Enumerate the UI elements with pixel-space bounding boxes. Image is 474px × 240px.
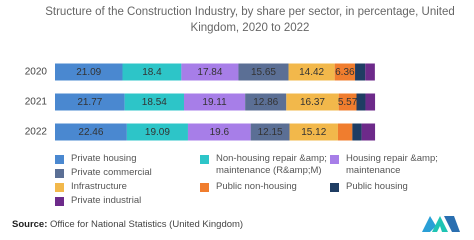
bar-segment — [288, 63, 335, 81]
bar-segment — [55, 93, 125, 111]
source-text: Office for National Statistics (United K… — [50, 219, 244, 230]
bar-segment — [181, 63, 239, 81]
bar-segment — [361, 123, 376, 141]
y-tick-label: 2021 — [25, 97, 48, 108]
legend-swatch — [55, 182, 64, 192]
source: Source: Office for National Statistics (… — [12, 219, 243, 230]
legend-item: Infrastructure — [55, 181, 201, 193]
legend-swatch — [330, 154, 339, 164]
bar-segment — [365, 93, 376, 111]
data-label: 15.12 — [301, 127, 326, 138]
data-label: 21.09 — [76, 67, 101, 78]
bar-segment — [286, 93, 339, 111]
source-label: Source: — [12, 219, 48, 230]
legend-label: Public non-housing — [216, 181, 297, 192]
legend-swatch — [330, 182, 339, 192]
legend-item: Housing repair &amp; maintenance — [330, 153, 456, 177]
data-label: 15.65 — [251, 67, 276, 78]
data-label: 19.11 — [202, 97, 227, 108]
legend-swatch — [200, 154, 209, 164]
bar-segment — [334, 63, 356, 81]
bar-segment — [356, 93, 366, 111]
legend-label: Public housing — [346, 181, 408, 192]
legend-label: Private industrial — [71, 195, 142, 206]
chart-title: Structure of the Construction Industry, … — [45, 6, 455, 34]
bar-segment — [289, 123, 338, 141]
data-label: 21.77 — [77, 97, 102, 108]
legend-label: Non-housing repair &amp; maintenance (R&… — [216, 153, 327, 176]
bar-segment — [338, 93, 357, 111]
legend-label: Housing repair &amp; maintenance — [346, 153, 438, 176]
bar-segment — [55, 63, 123, 81]
data-label: 17.84 — [197, 67, 222, 78]
data-label: 16.37 — [300, 97, 325, 108]
legend-item: Private housing — [55, 153, 201, 165]
data-label: 18.54 — [142, 97, 167, 108]
legend-item: Public housing — [330, 181, 456, 193]
y-tick-label: 2022 — [25, 127, 48, 138]
data-label: 5.57 — [338, 97, 358, 108]
bar-segment — [245, 93, 287, 111]
bar-segment — [337, 123, 353, 141]
data-label: 12.15 — [258, 127, 283, 138]
legend-item: Private industrial — [55, 195, 201, 207]
bar-segment — [365, 63, 375, 81]
legend-label: Private commercial — [71, 167, 152, 178]
bar-segment — [352, 123, 362, 141]
legend-label: Private housing — [71, 153, 137, 164]
bar-segment — [124, 93, 184, 111]
bar-segment — [187, 123, 251, 141]
bar-segment — [355, 63, 366, 81]
data-label: 19.09 — [145, 127, 170, 138]
legend-item: Public non-housing — [200, 181, 334, 193]
data-label: 6.36 — [335, 67, 355, 78]
legend-swatch — [55, 154, 64, 164]
legend-item: Private commercial — [55, 167, 201, 179]
data-label: 18.4 — [142, 67, 162, 78]
legend-label: Infrastructure — [71, 181, 127, 192]
y-tick-label: 2020 — [25, 67, 48, 78]
data-label: 12.86 — [253, 97, 278, 108]
bar-segment — [238, 63, 289, 81]
bar-segment — [183, 93, 246, 111]
legend-item: Non-housing repair &amp; maintenance (R&… — [200, 153, 334, 177]
bar-segment — [126, 123, 188, 141]
logo — [422, 216, 460, 232]
bar-segment — [122, 63, 182, 81]
data-label: 14.42 — [299, 67, 324, 78]
data-label: 22.46 — [78, 127, 103, 138]
legend-swatch — [55, 168, 64, 178]
bar-segment — [250, 123, 290, 141]
legend-swatch — [200, 182, 209, 192]
legend-swatch — [55, 196, 64, 206]
data-label: 19.6 — [210, 127, 230, 138]
bar-segment — [55, 123, 127, 141]
